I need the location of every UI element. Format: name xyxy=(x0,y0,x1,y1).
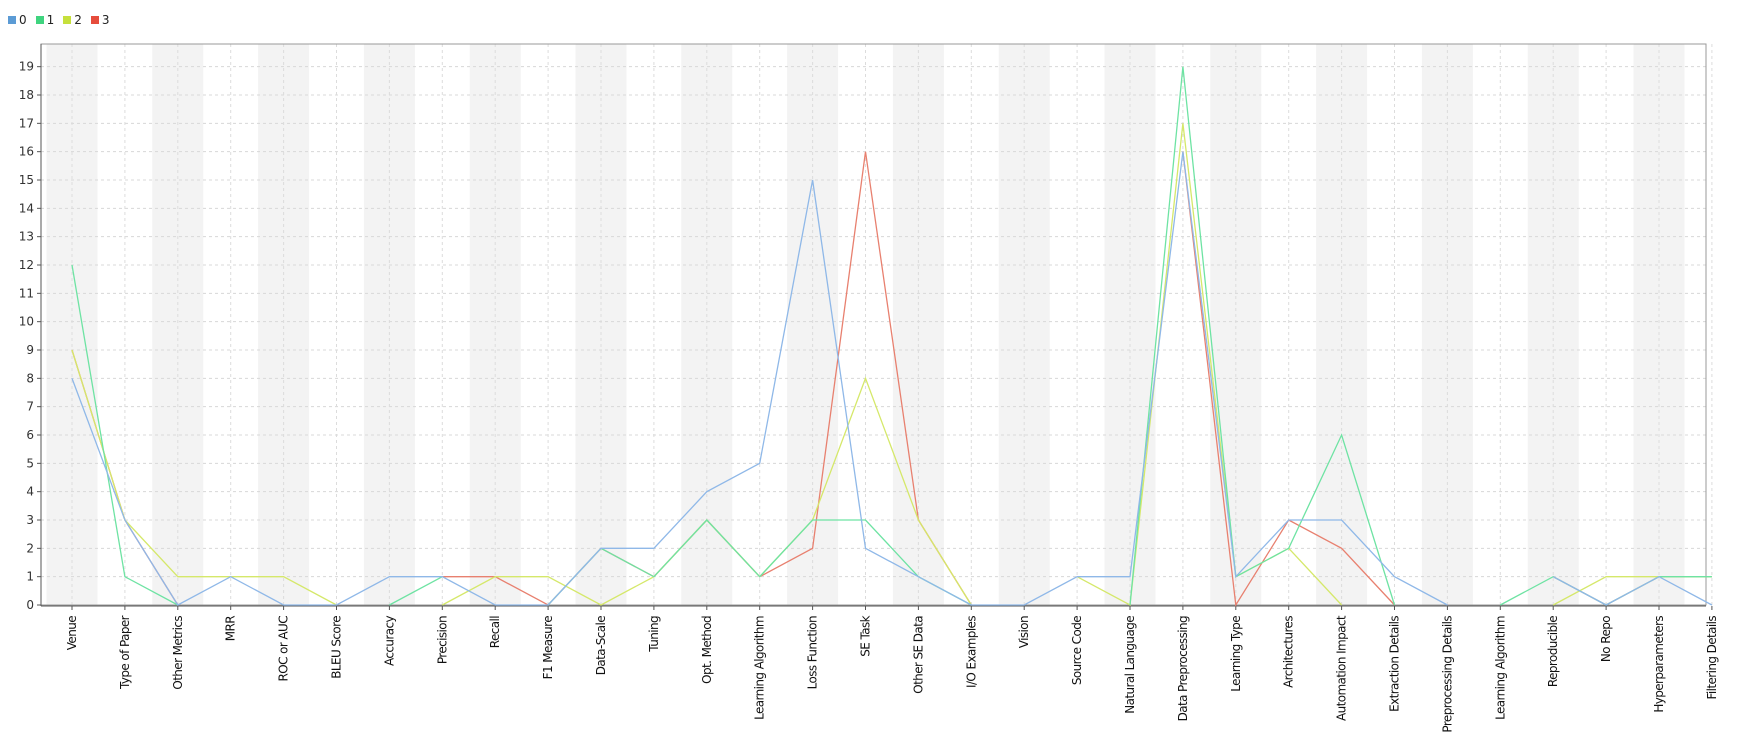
y-tick-label: 18 xyxy=(19,88,34,102)
category-band xyxy=(1104,44,1156,605)
category-band xyxy=(1316,44,1368,605)
x-tick-label: Hyperparameters xyxy=(1652,616,1666,713)
x-axis: Venue Type of Paper Other Metrics MRR ROC or… xyxy=(41,605,1719,733)
category-band xyxy=(469,44,521,605)
x-tick-label: F1 Measure xyxy=(541,616,555,680)
y-tick-label: 5 xyxy=(26,456,34,470)
category-band xyxy=(1421,44,1473,605)
y-tick-label: 19 xyxy=(19,60,34,74)
grid-lines xyxy=(41,44,1713,605)
category-band xyxy=(152,44,204,605)
legend-item-1: 1 xyxy=(35,13,55,27)
legend-label: 1 xyxy=(46,13,55,27)
y-tick-label: 2 xyxy=(26,541,34,555)
x-tick-label: Data Preprocessing xyxy=(1176,616,1190,721)
x-tick-label: Filtering Details xyxy=(1705,616,1719,700)
x-tick-label: Preprocessing Details xyxy=(1440,616,1454,733)
x-tick-label: Precision xyxy=(435,616,449,664)
x-tick-label: Vision xyxy=(1017,616,1031,648)
legend-label: 3 xyxy=(101,13,110,27)
x-tick-label: Reproducible xyxy=(1546,616,1560,687)
legend-swatch xyxy=(63,16,72,24)
x-tick-label: Other Metrics xyxy=(171,616,185,690)
category-band xyxy=(1633,44,1685,605)
y-tick-label: 10 xyxy=(19,315,34,329)
y-tick-label: 1 xyxy=(26,570,34,584)
series-line-2 xyxy=(71,349,337,606)
category-band xyxy=(1210,44,1262,605)
category-band xyxy=(258,44,310,605)
x-tick-label: Learning Type xyxy=(1229,616,1243,692)
y-tick-label: 11 xyxy=(19,286,34,300)
y-tick-label: 3 xyxy=(26,513,34,527)
y-tick-label: 12 xyxy=(19,258,34,272)
legend-item-3: 3 xyxy=(90,13,110,27)
y-tick-label: 4 xyxy=(26,485,34,499)
x-tick-label: Type of Paper xyxy=(118,615,132,690)
x-tick-label: Natural Language xyxy=(1123,616,1137,714)
category-bands xyxy=(46,44,1685,605)
series-line-1 xyxy=(389,576,443,606)
x-tick-label: I/O Examples xyxy=(964,616,978,688)
x-tick-label: BLEU Score xyxy=(330,616,344,679)
x-tick-label: Data-Scale xyxy=(594,616,608,675)
category-band xyxy=(363,44,415,605)
series-line-0 xyxy=(1552,575,1713,606)
x-tick-label: Automation Impact xyxy=(1335,615,1349,721)
x-tick-label: Tuning xyxy=(647,616,661,653)
legend-item-2: 2 xyxy=(63,13,82,27)
series-line-1 xyxy=(71,264,179,606)
y-tick-label: 6 xyxy=(26,428,34,442)
x-tick-label: Other SE Data xyxy=(911,616,925,694)
category-band xyxy=(46,44,98,605)
x-tick-label: Source Code xyxy=(1070,616,1084,685)
y-tick-label: 7 xyxy=(26,400,34,414)
legend-swatch xyxy=(90,16,99,24)
x-tick-label: Venue xyxy=(65,616,79,650)
y-tick-label: 13 xyxy=(19,230,34,244)
x-tick-label: No Repo xyxy=(1599,616,1613,662)
x-tick-label: Accuracy xyxy=(382,616,396,666)
x-tick-label: Extraction Details xyxy=(1388,616,1402,712)
x-tick-label: MRR xyxy=(224,616,238,641)
series-line-1 xyxy=(547,519,972,606)
x-tick-label: ROC or AUC xyxy=(277,616,291,682)
legend-swatch xyxy=(8,16,16,24)
y-tick-label: 9 xyxy=(26,343,34,357)
legend-label: 0 xyxy=(19,13,27,27)
y-tick-label: 16 xyxy=(19,145,34,159)
category-band xyxy=(998,44,1050,605)
y-tick-label: 14 xyxy=(19,201,34,215)
x-tick-label: Loss Function xyxy=(806,616,820,689)
y-tick-label: 17 xyxy=(19,116,34,130)
series-line-1 xyxy=(1129,66,1396,606)
series-lines xyxy=(71,66,1713,607)
x-tick-label: Opt. Method xyxy=(700,616,714,684)
x-tick-label: Recall xyxy=(488,616,502,648)
y-tick-label: 8 xyxy=(26,371,34,385)
legend-swatch xyxy=(35,16,44,24)
category-band xyxy=(892,44,944,605)
legend-item-0: 0 xyxy=(8,13,27,27)
x-tick-label: SE Task xyxy=(859,615,873,656)
x-tick-label: Architectures xyxy=(1282,616,1296,688)
category-band xyxy=(575,44,627,605)
series-line-0 xyxy=(71,151,1448,606)
y-tick-label: 0 xyxy=(26,598,34,612)
category-band xyxy=(681,44,733,605)
x-tick-label: Learning Algorithm xyxy=(1493,616,1507,720)
category-band xyxy=(1527,44,1579,605)
legend: 0 1 2 3 xyxy=(8,13,110,27)
series-line-2 xyxy=(1076,123,1343,607)
category-band xyxy=(787,44,839,605)
y-tick-label: 15 xyxy=(19,173,34,187)
x-tick-label: Learning Algorithm xyxy=(753,616,767,720)
legend-label: 2 xyxy=(74,13,82,27)
